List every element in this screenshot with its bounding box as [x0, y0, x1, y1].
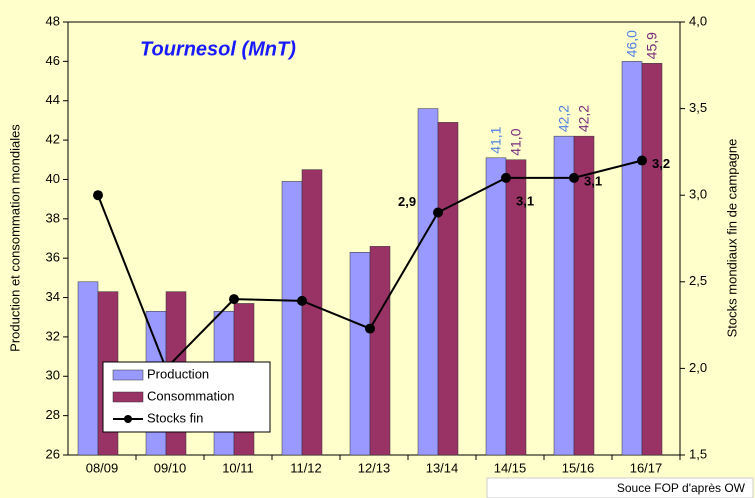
bar	[349, 252, 371, 456]
y-tick-label: 34	[46, 289, 60, 304]
legend-swatch	[112, 391, 144, 403]
chart-title: Tournesol (MnT)	[140, 38, 296, 60]
x-tick-label: 11/12	[290, 460, 322, 475]
stock-point	[569, 172, 579, 183]
legend-swatch	[112, 369, 144, 381]
x-tick-label: 14/15	[494, 460, 527, 475]
stock-point	[637, 155, 647, 166]
x-tick-label: 15/16	[562, 460, 595, 475]
bar-value-label: 42,2	[576, 105, 592, 132]
y-tick-label: 32	[46, 328, 60, 343]
x-tick-label: 08/09	[86, 460, 119, 475]
y2-axis-label: Stocks mondiaux fin de campagne	[724, 139, 739, 338]
bar	[485, 157, 507, 456]
y-tick-label: 26	[46, 446, 60, 461]
x-tick-label: 09/10	[154, 460, 187, 475]
y2-tick-label: 3,5	[689, 100, 707, 115]
y-tick-label: 42	[46, 132, 60, 147]
y-tick-label: 28	[46, 407, 60, 422]
x-tick-label: 13/14	[426, 460, 459, 475]
bar-value-label: 45,9	[644, 32, 660, 59]
y-axis-label: Production et consommation mondiales	[7, 124, 22, 352]
bar-value-label: 41,0	[508, 128, 524, 155]
y2-tick-label: 2,0	[689, 360, 707, 375]
y-tick-label: 30	[46, 368, 60, 383]
bar	[417, 108, 439, 456]
stock-point	[501, 172, 511, 183]
y-tick-label: 38	[46, 210, 60, 225]
x-tick-label: 12/13	[358, 460, 391, 475]
bar	[77, 281, 99, 456]
legend-label: Production	[147, 366, 209, 381]
y2-tick-label: 3,0	[689, 187, 707, 202]
y2-tick-label: 4,0	[689, 13, 707, 28]
bar	[281, 181, 303, 456]
stock-value-label: 3,2	[652, 156, 670, 171]
y-tick-label: 40	[46, 171, 60, 186]
legend-marker	[124, 415, 132, 423]
x-tick-label: 10/11	[222, 460, 254, 475]
bar	[621, 61, 643, 456]
stock-point	[297, 295, 307, 306]
stock-point	[433, 207, 443, 218]
bar	[301, 169, 323, 456]
stock-point	[93, 190, 103, 201]
bar	[505, 159, 527, 456]
stock-point	[229, 294, 239, 305]
source: Souce FOP d'après OW	[617, 481, 746, 495]
stock-value-label: 3,1	[584, 173, 602, 188]
bar-value-label: 46,0	[624, 30, 640, 57]
legend-label: Consommation	[147, 388, 234, 403]
x-tick-label: 16/17	[630, 460, 663, 475]
bar	[437, 122, 459, 456]
bar-value-label: 42,2	[556, 105, 572, 132]
stock-value-label: 3,1	[516, 193, 534, 208]
y2-tick-label: 2,5	[689, 273, 707, 288]
bar	[641, 63, 663, 456]
y-tick-label: 46	[46, 53, 60, 68]
stock-point	[365, 323, 375, 334]
bar	[369, 246, 391, 456]
bar	[573, 135, 595, 456]
source-box	[486, 477, 754, 498]
bar-value-label: 41,1	[488, 126, 504, 153]
y-tick-label: 36	[46, 250, 60, 265]
bar	[553, 135, 575, 456]
stock-value-label: 2,9	[398, 194, 416, 209]
y-tick-label: 48	[46, 13, 60, 28]
y-tick-label: 44	[46, 92, 60, 107]
y2-tick-label: 1,5	[689, 446, 707, 461]
legend-label: Stocks fin	[147, 410, 203, 425]
